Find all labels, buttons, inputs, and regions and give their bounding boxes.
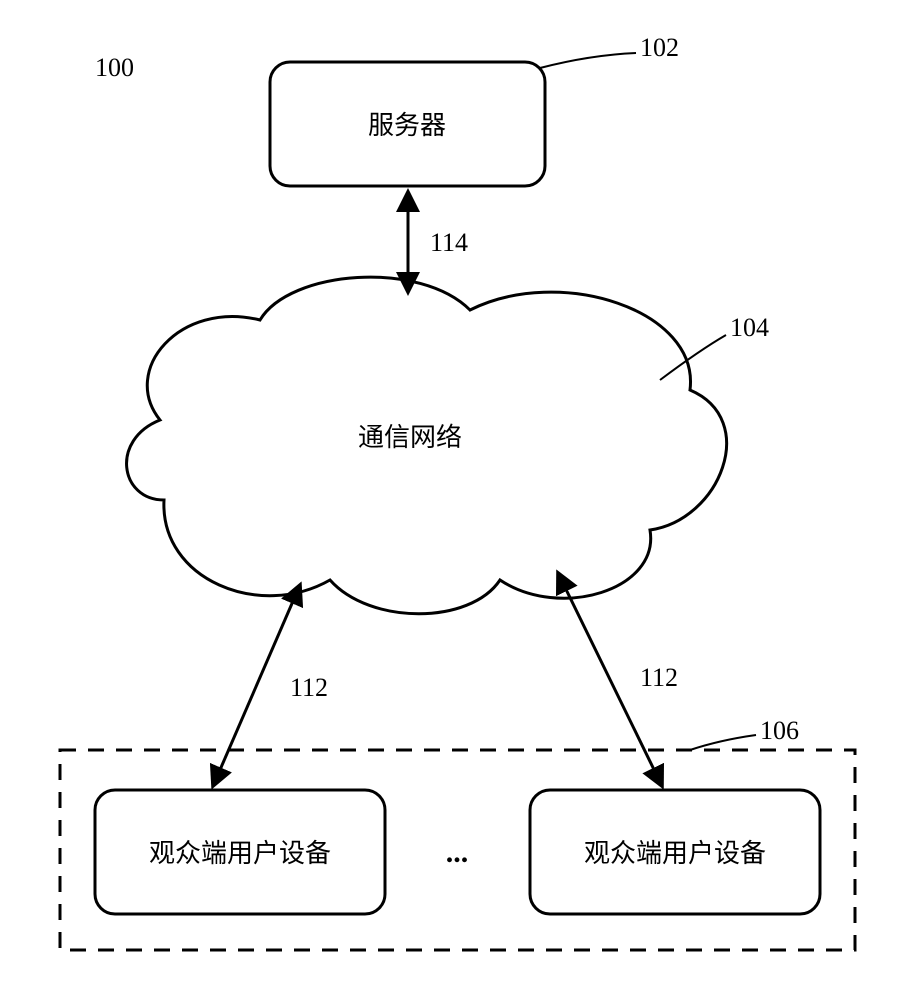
page-ref-label: 100 [95,53,134,82]
cloud-leader-line [660,335,726,380]
arrow-cloud-client-right: 112 [558,573,678,786]
arrow-left-ref: 112 [290,673,328,702]
arrow-top-ref: 114 [430,228,468,257]
cloud-ref-label: 104 [730,313,769,342]
cloud-node: 通信网络 104 [127,277,769,614]
arrow-cloud-client-left: 112 [213,585,328,786]
network-diagram: 100 服务器 102 114 通信网络 104 112 112 106 观众端… [0,0,912,1000]
server-ref-label: 102 [640,33,679,62]
server-node: 服务器 102 [270,33,679,186]
client-right-node: 观众端用户设备 [530,790,820,914]
client-left-label: 观众端用户设备 [149,839,331,868]
ellipsis: ... [446,836,469,869]
server-leader-line [540,53,636,68]
server-label: 服务器 [368,111,446,140]
arrow-right-ref: 112 [640,663,678,692]
arrow-server-cloud: 114 [408,192,468,292]
group-ref-label: 106 [760,716,799,745]
cloud-label: 通信网络 [358,423,462,452]
client-right-label: 观众端用户设备 [584,839,766,868]
group-leader-line [690,735,756,750]
client-left-node: 观众端用户设备 [95,790,385,914]
